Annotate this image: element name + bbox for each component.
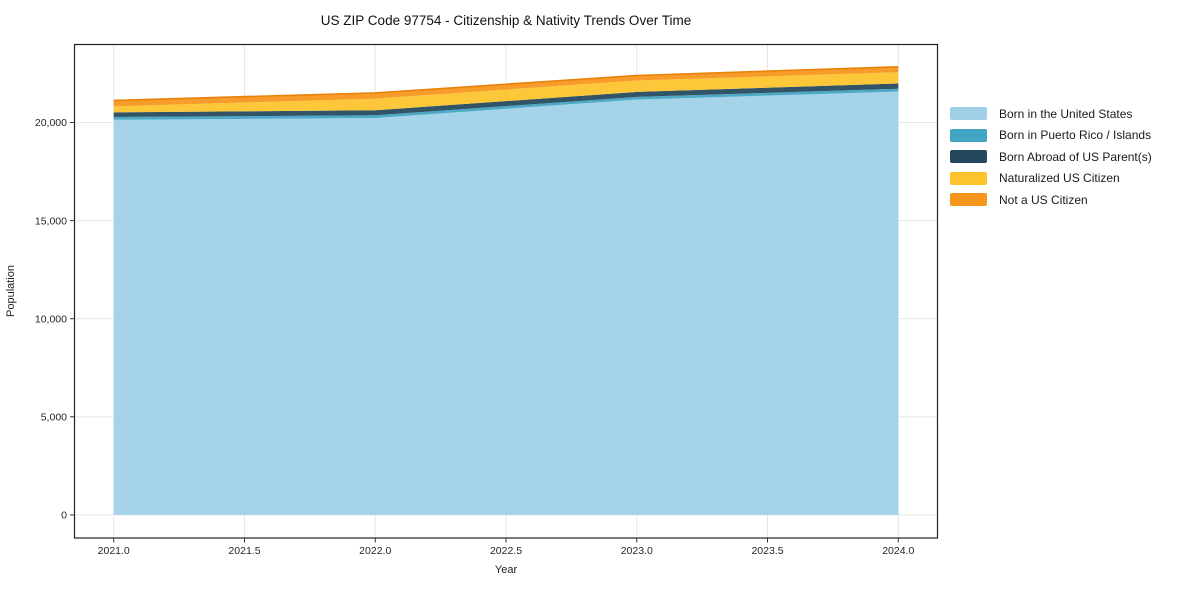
- legend-item-4: Not a US Citizen: [950, 189, 1152, 211]
- legend: Born in the United States Born in Puerto …: [950, 103, 1152, 211]
- legend-label: Born in Puerto Rico / Islands: [999, 128, 1152, 143]
- y-tick-label: 10,000: [35, 313, 67, 325]
- x-tick-label: 2021.5: [228, 545, 260, 557]
- legend-label: Born in the United States: [999, 106, 1133, 121]
- x-tick-label: 2021.0: [98, 545, 130, 557]
- y-axis-label: Population: [5, 265, 17, 317]
- legend-item-1: Born in Puerto Rico / Islands: [950, 125, 1152, 147]
- area-series-1: [113, 88, 899, 120]
- area-series-2: [113, 83, 899, 117]
- x-axis-label: Year: [495, 564, 518, 576]
- legend-item-3: Naturalized US Citizen: [950, 168, 1152, 190]
- legend-label: Born Abroad of US Parent(s): [999, 149, 1152, 164]
- legend-label: Not a US Citizen: [999, 192, 1088, 207]
- x-tick-label: 2023.5: [751, 545, 783, 557]
- y-tick-label: 15,000: [35, 215, 67, 227]
- y-tick-label: 5,000: [41, 412, 67, 424]
- legend-swatch-icon: [950, 171, 987, 185]
- stacked-areas: [113, 66, 899, 515]
- legend-swatch-icon: [950, 128, 987, 142]
- area-series-0: [113, 91, 899, 515]
- legend-label: Naturalized US Citizen: [999, 171, 1120, 186]
- chart-title: US ZIP Code 97754 - Citizenship & Nativi…: [321, 13, 691, 28]
- area-series-4: [113, 66, 899, 107]
- x-tick-label: 2024.0: [882, 545, 914, 557]
- x-tick-label: 2022.5: [490, 545, 522, 557]
- y-tick-label: 20,000: [35, 117, 67, 129]
- area-series-3: [113, 72, 899, 113]
- legend-swatch-icon: [950, 193, 987, 207]
- x-tick-label: 2022.0: [359, 545, 391, 557]
- area-top-edge: [113, 66, 899, 102]
- axes: 0 5,000 10,000 15,000 20,000 2021.0 2021.5 2022…: [35, 43, 939, 557]
- legend-swatch-icon: [950, 150, 987, 164]
- legend-item-0: Born in the United States: [950, 103, 1152, 125]
- y-tick-label: 0: [61, 510, 67, 522]
- legend-swatch-icon: [950, 107, 987, 121]
- legend-item-2: Born Abroad of US Parent(s): [950, 146, 1152, 168]
- x-tick-label: 2023.0: [621, 545, 653, 557]
